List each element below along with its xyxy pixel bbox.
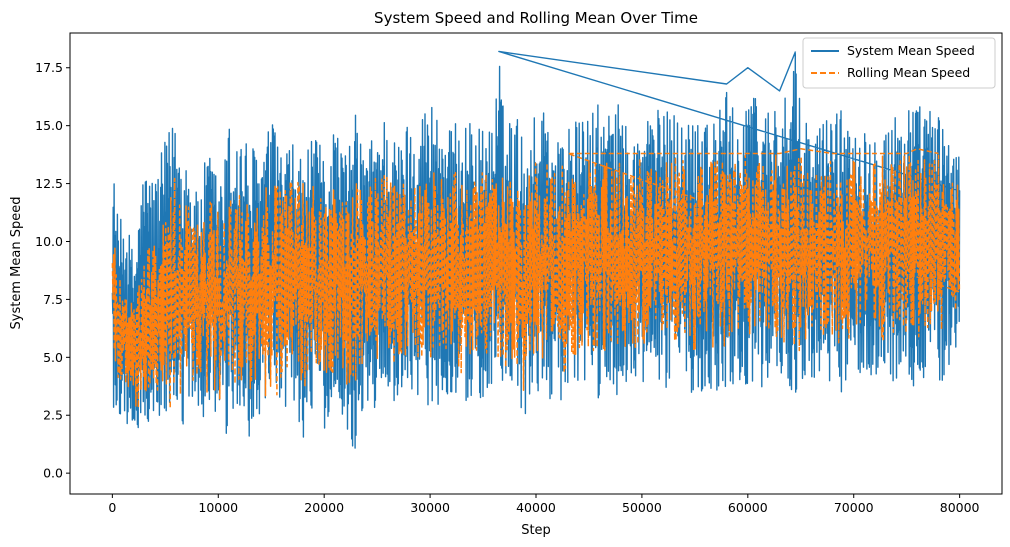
- x-tick-label: 50000: [622, 500, 662, 515]
- x-tick-label: 80000: [940, 500, 980, 515]
- legend: System Mean Speed Rolling Mean Speed: [802, 37, 996, 89]
- x-axis: 0 10000 20000 30000 40000 50000 60000 70000 8000…: [108, 494, 980, 515]
- y-tick-label: 10.0: [35, 234, 63, 249]
- series-layer: [111, 50, 961, 449]
- series-line-rolling-mean-speed: [111, 148, 961, 410]
- y-axis-label: System Mean Speed: [9, 197, 24, 330]
- x-axis-label: Step: [521, 523, 551, 538]
- y-axis: 0.0 2.5 5.0 7.5 10.0 12.5 15.0 17.5: [35, 60, 70, 481]
- x-tick-label: 10000: [198, 500, 238, 515]
- y-tick-label: 5.0: [43, 350, 63, 365]
- chart-title: System Speed and Rolling Mean Over Time: [374, 9, 698, 27]
- y-tick-label: 0.0: [43, 466, 63, 481]
- y-tick-label: 7.5: [43, 292, 63, 307]
- legend-label-system-mean-speed: System Mean Speed: [847, 43, 975, 58]
- x-tick-label: 20000: [304, 500, 344, 515]
- y-tick-label: 17.5: [35, 60, 63, 75]
- x-tick-label: 0: [108, 500, 116, 515]
- legend-label-rolling-mean-speed: Rolling Mean Speed: [847, 65, 970, 80]
- y-tick-label: 12.5: [35, 176, 63, 191]
- x-tick-label: 30000: [410, 500, 450, 515]
- x-tick-label: 60000: [728, 500, 768, 515]
- y-tick-label: 2.5: [43, 408, 63, 423]
- y-tick-label: 15.0: [35, 118, 63, 133]
- x-tick-label: 40000: [516, 500, 556, 515]
- legend-box: [802, 37, 996, 89]
- x-tick-label: 70000: [834, 500, 874, 515]
